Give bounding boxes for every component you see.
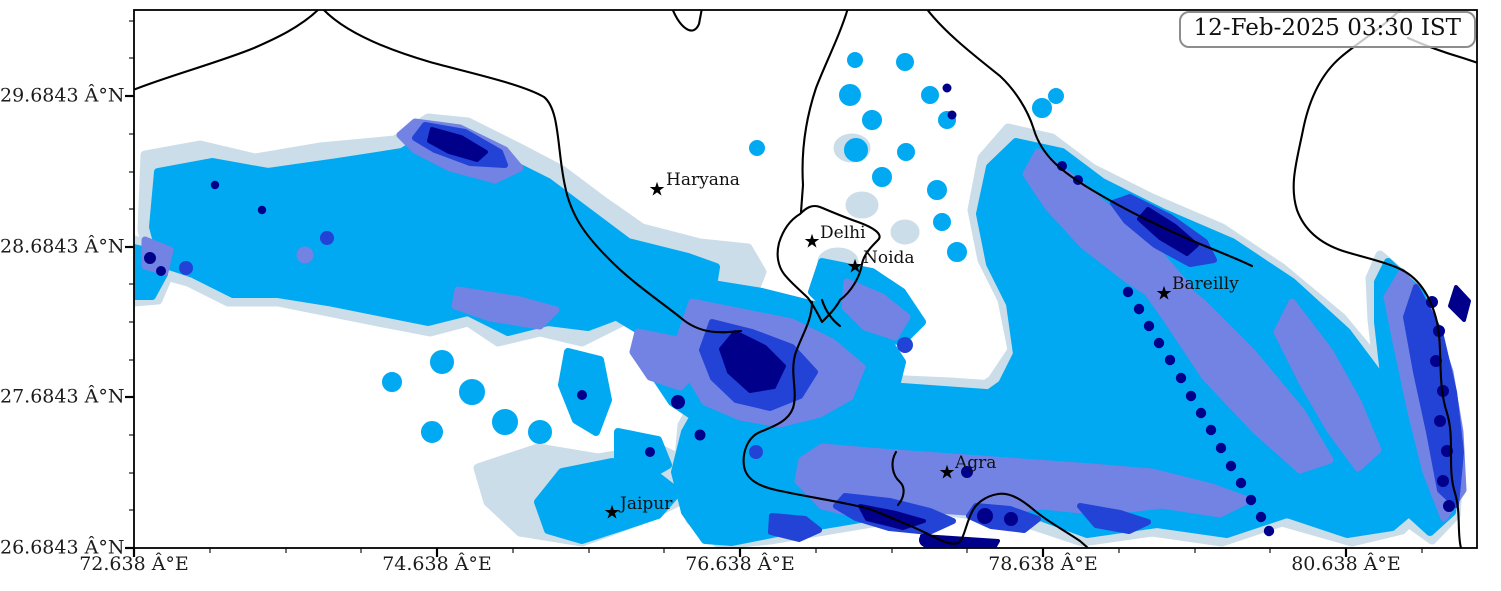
city-marker-star-delhi: ★ bbox=[803, 230, 821, 253]
x-tick-label: 74.638 Â°E bbox=[382, 553, 492, 575]
city-marker-star-haryana: ★ bbox=[648, 178, 666, 201]
x-tick-label: 80.638 Â°E bbox=[1291, 553, 1401, 575]
x-tick-label: 72.638 Â°E bbox=[79, 553, 189, 575]
city-marker-star-agra: ★ bbox=[938, 461, 956, 484]
precip-level-5-navy bbox=[144, 83, 1471, 548]
city-marker-star-bareilly: ★ bbox=[1155, 282, 1173, 305]
city-label-haryana: Haryana bbox=[666, 170, 740, 190]
y-tick-label: 26.6843 Â°N bbox=[0, 536, 125, 559]
plot-frame bbox=[133, 9, 1478, 549]
city-label-noida: Noida bbox=[863, 248, 915, 268]
city-marker-star-jaipur: ★ bbox=[603, 501, 621, 524]
axis-ticks bbox=[125, 20, 1423, 557]
city-label-agra: Agra bbox=[955, 453, 997, 473]
y-tick-label: 29.6843 Â°N bbox=[0, 84, 125, 107]
x-tick-label: 76.638 Â°E bbox=[685, 553, 795, 575]
y-tick-label: 27.6843 Â°N bbox=[0, 385, 125, 408]
timestamp-badge: 12-Feb-2025 03:30 IST bbox=[1178, 11, 1476, 48]
city-label-jaipur: Jaipur bbox=[620, 494, 673, 514]
city-label-delhi: Delhi bbox=[820, 223, 866, 243]
x-tick-label: 78.638 Â°E bbox=[988, 553, 1098, 575]
state-boundaries bbox=[134, 10, 1477, 548]
city-label-bareilly: Bareilly bbox=[1172, 274, 1239, 294]
y-tick-label: 28.6843 Â°N bbox=[0, 235, 125, 258]
precip-level-2-cyan bbox=[134, 52, 1462, 546]
city-marker-star-noida: ★ bbox=[846, 255, 864, 278]
